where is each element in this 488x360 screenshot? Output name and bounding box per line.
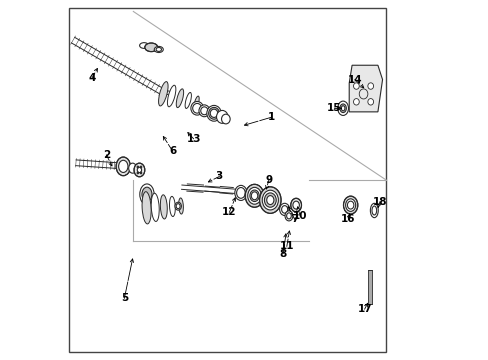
Ellipse shape <box>137 167 142 173</box>
Ellipse shape <box>201 107 207 115</box>
Ellipse shape <box>286 213 291 219</box>
Ellipse shape <box>169 196 175 216</box>
Text: 14: 14 <box>347 75 362 85</box>
Ellipse shape <box>154 46 163 53</box>
Ellipse shape <box>175 202 181 210</box>
Ellipse shape <box>176 89 183 108</box>
Text: 4: 4 <box>88 73 96 83</box>
Ellipse shape <box>144 43 158 51</box>
Ellipse shape <box>367 83 373 89</box>
Ellipse shape <box>194 96 199 109</box>
Ellipse shape <box>176 204 180 209</box>
Text: 13: 13 <box>186 134 201 144</box>
Ellipse shape <box>199 105 209 117</box>
Text: 9: 9 <box>265 175 272 185</box>
Polygon shape <box>348 65 382 112</box>
Ellipse shape <box>236 188 244 198</box>
Ellipse shape <box>140 166 142 168</box>
Ellipse shape <box>167 85 176 107</box>
Ellipse shape <box>339 104 346 113</box>
Text: 8: 8 <box>279 248 286 258</box>
Text: 6: 6 <box>169 146 176 156</box>
Text: 1: 1 <box>267 112 274 122</box>
Ellipse shape <box>343 196 357 214</box>
Ellipse shape <box>290 198 301 212</box>
Ellipse shape <box>292 201 299 209</box>
Ellipse shape <box>221 114 230 124</box>
Ellipse shape <box>139 42 148 48</box>
Ellipse shape <box>264 193 276 207</box>
Ellipse shape <box>259 187 281 213</box>
Ellipse shape <box>178 198 183 214</box>
Ellipse shape <box>206 105 221 121</box>
Ellipse shape <box>208 107 219 119</box>
Ellipse shape <box>345 199 355 211</box>
Text: 7: 7 <box>290 215 298 224</box>
Text: 11: 11 <box>279 241 293 251</box>
Ellipse shape <box>353 83 359 89</box>
Ellipse shape <box>210 109 217 117</box>
Ellipse shape <box>346 201 353 209</box>
Text: 2: 2 <box>102 150 110 160</box>
Text: 15: 15 <box>326 103 341 113</box>
Ellipse shape <box>337 101 348 116</box>
Ellipse shape <box>369 203 378 218</box>
Ellipse shape <box>158 82 168 106</box>
Ellipse shape <box>140 184 154 205</box>
Ellipse shape <box>185 93 191 108</box>
Text: 10: 10 <box>292 211 306 221</box>
Text: 12: 12 <box>222 207 236 217</box>
Ellipse shape <box>190 102 203 115</box>
Ellipse shape <box>216 111 227 123</box>
Ellipse shape <box>249 190 259 202</box>
Ellipse shape <box>192 103 201 113</box>
Ellipse shape <box>137 166 138 168</box>
Ellipse shape <box>142 187 152 202</box>
Ellipse shape <box>116 157 130 176</box>
Ellipse shape <box>279 203 289 216</box>
Ellipse shape <box>134 163 144 177</box>
Ellipse shape <box>142 192 151 224</box>
Ellipse shape <box>151 193 159 221</box>
Ellipse shape <box>251 192 257 200</box>
Ellipse shape <box>367 99 373 105</box>
Ellipse shape <box>341 106 344 111</box>
Text: 16: 16 <box>341 215 355 224</box>
Ellipse shape <box>359 89 367 99</box>
Text: 3: 3 <box>215 171 223 181</box>
Ellipse shape <box>128 163 136 173</box>
Ellipse shape <box>285 211 292 221</box>
Ellipse shape <box>160 195 167 219</box>
Ellipse shape <box>119 160 128 172</box>
Text: 18: 18 <box>372 197 386 207</box>
Ellipse shape <box>262 190 278 210</box>
Ellipse shape <box>234 185 246 201</box>
Text: 5: 5 <box>121 293 128 303</box>
Ellipse shape <box>266 195 273 204</box>
Ellipse shape <box>247 187 261 204</box>
Text: 17: 17 <box>357 304 371 314</box>
Ellipse shape <box>140 172 142 174</box>
Ellipse shape <box>281 206 287 213</box>
Ellipse shape <box>137 172 138 174</box>
Bar <box>367 270 371 304</box>
Bar <box>69 8 386 352</box>
Ellipse shape <box>244 184 264 207</box>
Ellipse shape <box>371 206 376 215</box>
Ellipse shape <box>353 99 359 105</box>
Ellipse shape <box>156 48 161 51</box>
